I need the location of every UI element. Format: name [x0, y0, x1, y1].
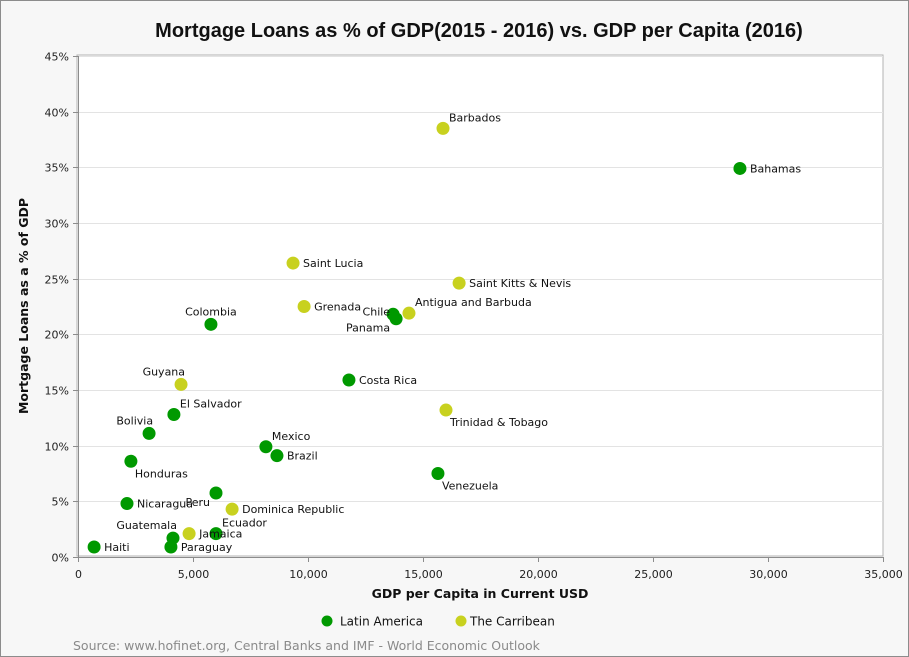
point-bahamas — [733, 161, 747, 175]
x-axis-title: GDP per Capita in Current USD — [372, 586, 589, 601]
point-label-honduras: Honduras — [135, 467, 188, 480]
point-honduras — [124, 454, 138, 468]
point-haiti — [87, 540, 101, 554]
y-tick-label: 25% — [45, 274, 69, 287]
point-peru — [209, 486, 223, 500]
point-label-grenada: Grenada — [314, 301, 361, 314]
point-label-bolivia: Bolivia — [116, 414, 153, 427]
y-tick-labels: 0% 5% 10% 15% 20% 25% 30% 35% 40% 45% — [45, 51, 69, 565]
y-tick-label: 15% — [45, 385, 69, 398]
point-el-salvador — [167, 407, 181, 421]
x-tick-label: 20,000 — [519, 568, 558, 581]
point-bolivia — [142, 426, 156, 440]
x-tick-label: 35,000 — [864, 568, 903, 581]
point-label-peru: Peru — [185, 496, 210, 509]
point-label-venezuela: Venezuela — [442, 480, 499, 493]
point-label-colombia: Colombia — [185, 305, 237, 318]
y-tick-label: 20% — [45, 329, 69, 342]
point-label-dominica-republic: Dominica Republic — [242, 503, 344, 516]
point-paraguay — [164, 540, 178, 554]
point-saint-lucia — [286, 256, 300, 270]
point-label-saint-lucia: Saint Lucia — [303, 257, 363, 270]
x-tick-label: 15,000 — [404, 568, 443, 581]
point-guyana — [174, 377, 188, 391]
y-tick-label: 0% — [52, 552, 69, 565]
point-ecuador — [209, 527, 223, 541]
source-note: Source: www.hofinet.org, Central Banks a… — [73, 638, 541, 653]
y-tick-label: 30% — [45, 218, 69, 231]
point-label-barbados: Barbados — [449, 111, 501, 124]
point-label-guatemala: Guatemala — [116, 519, 177, 532]
data-labels: Bahamas Chile Panama Colombia Costa Rica El S… — [104, 111, 801, 554]
point-label-jamaica: Jamaica — [198, 528, 242, 541]
point-label-guyana: Guyana — [143, 365, 185, 378]
data-points — [87, 121, 747, 554]
point-costa-rica — [342, 373, 356, 387]
point-label-ecuador: Ecuador — [222, 517, 267, 530]
point-label-mexico: Mexico — [272, 430, 311, 443]
point-label-panama: Panama — [346, 322, 390, 335]
y-tick-label: 5% — [52, 496, 69, 509]
point-venezuela — [431, 467, 445, 480]
point-nicaragua — [120, 497, 134, 511]
point-label-haiti: Haiti — [104, 541, 129, 554]
point-panama — [389, 312, 403, 326]
y-tick-label: 45% — [45, 51, 69, 64]
y-tick-label: 10% — [45, 441, 69, 454]
point-mexico — [259, 440, 273, 454]
x-tick-label: 25,000 — [634, 568, 673, 581]
point-label-nicaragua: Nicaragua — [137, 498, 193, 511]
x-tick-label: 30,000 — [749, 568, 788, 581]
point-dominica-republic — [225, 502, 239, 516]
point-label-saint-kitts-nevis: Saint Kitts & Nevis — [469, 277, 571, 290]
x-tick-labels: 0 5,000 10,000 15,000 20,000 25,000 30,000 35,0… — [75, 568, 903, 581]
legend: Latin America The Carribean — [321, 615, 555, 629]
plot-area — [76, 54, 884, 557]
legend-marker-latin-america — [321, 615, 333, 627]
point-label-brazil: Brazil — [287, 450, 318, 463]
point-label-paraguay: Paraguay — [181, 541, 233, 554]
axes — [73, 56, 884, 562]
point-colombia — [204, 317, 218, 331]
point-label-costa-rica: Costa Rica — [359, 374, 417, 387]
point-jamaica — [182, 527, 196, 541]
y-tick-label: 40% — [45, 107, 69, 120]
point-label-antigua-and-barbuda: Antigua and Barbuda — [415, 296, 532, 309]
legend-label-latin-america: Latin America — [340, 615, 423, 629]
point-antigua-and-barbuda — [402, 306, 416, 320]
point-grenada — [297, 300, 311, 313]
gridlines — [78, 56, 883, 502]
legend-label-the-carribean: The Carribean — [469, 615, 555, 629]
x-tick-label: 10,000 — [289, 568, 328, 581]
point-brazil — [270, 449, 284, 463]
point-saint-kitts-nevis — [452, 276, 466, 290]
point-label-bahamas: Bahamas — [750, 162, 801, 175]
point-barbados — [436, 121, 450, 135]
x-tick-label: 0 — [75, 568, 82, 581]
legend-marker-the-carribean — [455, 615, 467, 627]
x-tick-label: 5,000 — [178, 568, 210, 581]
point-trinidad-tobago — [439, 403, 453, 417]
point-label-chile: Chile — [363, 305, 391, 318]
y-tick-label: 35% — [45, 162, 69, 175]
point-label-el-salvador: El Salvador — [180, 397, 242, 410]
y-axis-title: Mortgage Loans as a % of GDP — [16, 198, 31, 414]
point-label-trinidad-tobago: Trinidad & Tobago — [449, 416, 548, 429]
chart-title: Mortgage Loans as % of GDP(2015 - 2016) … — [155, 20, 803, 42]
